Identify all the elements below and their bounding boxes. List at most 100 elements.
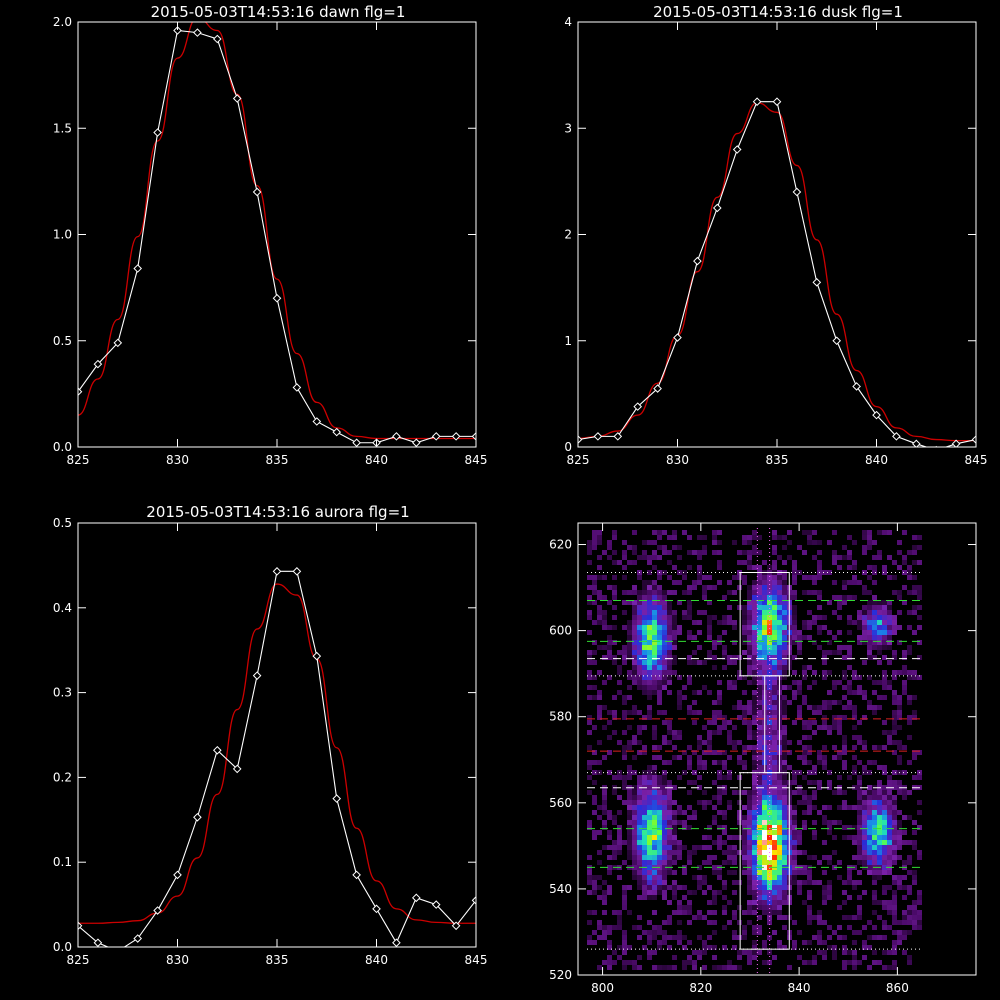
y-tick-label: 1.0 [53,228,72,242]
panel-dusk-title: 2015-05-03T14:53:16 dusk flg=1 [653,3,903,21]
x-tick-label: 845 [465,453,488,467]
x-tick-label: 830 [666,453,689,467]
x-tick-label: 825 [567,453,590,467]
data-point [392,938,401,947]
data-point [732,145,742,154]
y-tick-label: 1 [564,334,572,348]
data-point [633,402,643,411]
y-tick-label: 0.5 [53,334,72,348]
data-point [372,904,381,914]
data-point [832,336,842,346]
data-point [332,427,342,437]
panel-image: 800 820 840 860 520 540 560 580 600 620 [549,522,977,995]
data-point [232,94,242,103]
plot-frame [77,522,477,948]
data-point [693,256,702,266]
data-point [133,264,143,273]
data-point [153,128,162,137]
x-tick-label: 840 [365,453,388,467]
panel-dawn-title: 2015-05-03T14:53:16 dawn flg=1 [151,3,406,21]
y-tick-label: 0.0 [53,940,72,954]
data-point [653,384,662,393]
data-point [117,946,118,947]
plot-area [578,97,976,447]
x-tick-label: 840 [865,453,888,467]
data-point [451,432,461,441]
y-tick-label: 1.5 [53,121,72,135]
y-tick-label: 2.0 [53,15,72,29]
data-point [113,338,123,348]
data-point [93,359,103,369]
plot-frame [77,21,477,448]
y-tick-label: 0.5 [53,516,72,530]
panel-dawn: 2015-05-03T14:53:16 dawn flg=1 825 830 835… [53,3,488,467]
y-tick-label: 0.3 [53,686,72,700]
region-box [764,675,780,774]
y-tick-label: 540 [549,882,572,896]
x-tick-label: 845 [965,453,988,467]
x-tick-label: 825 [67,953,90,967]
heatmap-image [587,530,922,970]
y-tick-label: 620 [549,538,572,552]
data-point [812,278,822,287]
data-point [272,293,282,303]
data-point [352,438,361,447]
y-tick-label: 2 [564,228,572,242]
y-tick-label: 0 [564,440,572,454]
y-tick-label: 580 [549,710,572,724]
data-point [752,97,762,106]
data-point [212,745,222,755]
data-point [252,187,262,197]
data-point [852,382,861,391]
data-point [173,870,182,880]
data-point [892,432,901,441]
data-point [935,445,938,447]
x-tick-label: 845 [465,953,488,967]
data-point [252,671,262,680]
panel-aurora-title: 2015-05-03T14:53:16 aurora flg=1 [146,503,409,521]
data-point [411,893,421,903]
x-tick-label: 835 [766,453,789,467]
data-point [78,921,83,931]
x-tick-label: 840 [365,953,388,967]
data-point [872,410,881,420]
data-point [153,906,162,915]
y-tick-label: 0.0 [53,440,72,454]
panel-aurora: 2015-05-03T14:53:16 aurora flg=1 825 830 8… [53,503,488,967]
data-point [951,439,961,447]
y-tick-label: 4 [564,15,572,29]
data-point [593,432,603,441]
data-point [792,187,802,197]
data-point [78,387,83,397]
y-tick-label: 560 [549,796,572,810]
plot-area [78,567,476,947]
y-tick-label: 520 [549,968,572,982]
fit-curve [578,102,976,442]
data-point [193,28,202,37]
data-point [431,432,441,441]
data-point [411,438,421,447]
data-point [772,97,782,106]
x-tick-label: 860 [886,981,909,995]
data-point [471,896,476,905]
fit-curve [78,22,476,440]
panel-dusk: 2015-05-03T14:53:16 dusk flg=1 825 830 835… [564,3,987,467]
data-point [392,432,401,441]
data-point [173,26,182,35]
data-point [451,921,461,931]
data-point [352,870,361,880]
x-tick-label: 830 [166,453,189,467]
data-point [292,567,302,576]
x-tick-label: 830 [166,953,189,967]
data-point [232,764,242,774]
data-point [431,900,441,909]
data-point [332,794,342,803]
x-tick-label: 835 [266,453,289,467]
y-tick-label: 0.2 [53,770,72,784]
data-point [911,439,921,447]
data-point [93,938,103,947]
x-tick-label: 840 [788,981,811,995]
data-point [193,812,202,822]
plot-area [78,22,476,447]
